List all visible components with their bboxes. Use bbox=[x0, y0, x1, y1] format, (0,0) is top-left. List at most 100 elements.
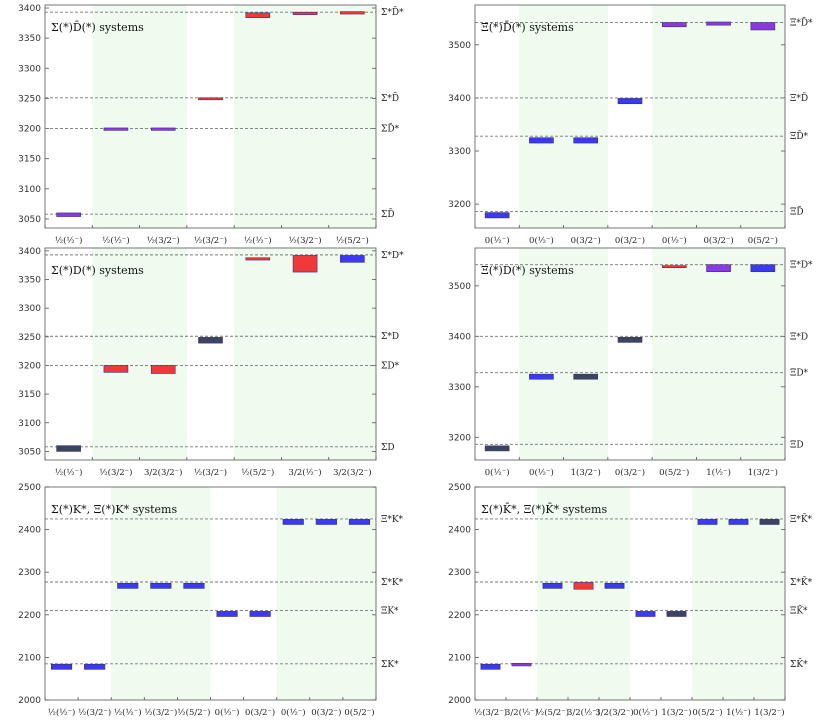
category-label: ½(3/2⁻) bbox=[474, 707, 507, 718]
category-label: 0(3/2⁻) bbox=[245, 707, 275, 718]
mass-bar bbox=[573, 137, 599, 144]
chart-title: Σ(*)K̄*, Ξ(*)K̄* systems bbox=[481, 503, 607, 516]
shaded-region bbox=[111, 487, 211, 700]
mass-bar bbox=[666, 611, 687, 617]
category-label: 1(3/2⁻) bbox=[754, 707, 784, 718]
mass-bar bbox=[216, 611, 238, 617]
mass-bar bbox=[697, 519, 718, 525]
chart-title: Σ(*)D̄(*) systems bbox=[51, 21, 144, 34]
category-label: 1(½⁻) bbox=[706, 467, 731, 478]
y-tick-label: 3300 bbox=[18, 304, 41, 314]
category-label: 0(½⁻) bbox=[529, 235, 554, 246]
category-label: 0(5/2⁻) bbox=[692, 707, 722, 718]
y-tick-label: 3500 bbox=[448, 282, 471, 292]
mass-bar bbox=[198, 97, 223, 101]
chart-panel-4: 3200 3300 3400 3500 Ξ*D* Ξ*D ΞD* ΞD 0(½⁻) 0(½⁻) 1(… bbox=[448, 247, 813, 478]
threshold-label: Σ*D̄* bbox=[381, 7, 404, 19]
chart-title: Σ(*)D(*) systems bbox=[51, 264, 144, 277]
mass-bar bbox=[480, 663, 501, 670]
threshold-label: ΣD̄* bbox=[381, 123, 400, 135]
category-label: ½(½⁻) bbox=[102, 235, 130, 246]
y-tick-label: 3400 bbox=[448, 332, 471, 342]
mass-bar bbox=[617, 337, 643, 343]
y-tick-label: 2200 bbox=[18, 611, 41, 621]
mass-bar bbox=[315, 519, 337, 525]
y-tick-label: 3300 bbox=[448, 383, 471, 393]
y-tick-label: 3200 bbox=[448, 200, 471, 210]
mass-bar bbox=[750, 22, 776, 31]
threshold-label: ΞD̄* bbox=[790, 131, 809, 143]
category-label: 1(3/2⁻) bbox=[571, 467, 601, 478]
shaded-region bbox=[234, 5, 376, 228]
threshold-label: Ξ*K̄* bbox=[790, 513, 813, 525]
mass-bar bbox=[84, 663, 106, 670]
category-label: ½(3/2⁻) bbox=[147, 235, 180, 246]
y-tick-label: 3200 bbox=[18, 125, 41, 135]
y-tick-label: 2400 bbox=[448, 526, 471, 536]
mass-bar bbox=[103, 127, 129, 131]
y-tick-label: 3200 bbox=[448, 433, 471, 443]
mass-bar bbox=[245, 257, 271, 261]
y-tick-label: 3300 bbox=[18, 64, 41, 74]
y-tick-label: 3400 bbox=[18, 4, 41, 14]
category-label: 3/2(½⁻) bbox=[567, 707, 600, 718]
shaded-region bbox=[652, 5, 785, 228]
category-label: ½(5/2⁻) bbox=[177, 707, 210, 718]
shaded-region bbox=[519, 248, 608, 460]
category-label: 1(3/2⁻) bbox=[661, 707, 691, 718]
mass-bar bbox=[103, 365, 129, 373]
threshold-label: Ξ*D* bbox=[790, 261, 813, 271]
mass-bar bbox=[50, 663, 73, 670]
category-label: ½(3/2⁻) bbox=[78, 707, 111, 718]
category-label: ½(½⁻) bbox=[244, 235, 272, 246]
mass-bar bbox=[56, 445, 81, 452]
y-tick-label: 2000 bbox=[18, 696, 41, 706]
y-tick-label: 3100 bbox=[18, 185, 41, 195]
threshold-label: ΣD bbox=[381, 443, 395, 453]
y-tick-label: 3200 bbox=[18, 361, 41, 371]
shaded-region bbox=[537, 487, 630, 700]
mass-bar bbox=[245, 12, 271, 18]
chart-panel-6: 2000 2100 2200 2300 2400 2500 Ξ*K̄* Σ*K̄* ΞK̄* ΣK… bbox=[448, 483, 812, 718]
category-label: 0(½⁻) bbox=[662, 235, 687, 246]
y-tick-label: 3150 bbox=[18, 390, 41, 400]
mass-bar bbox=[529, 137, 554, 144]
category-label: 3/2(½⁻) bbox=[505, 707, 538, 718]
mass-bar bbox=[661, 22, 687, 28]
chart-panel-3: 3050 3100 3150 3200 3250 3300 3350 3400 Σ*D* Σ*D Σ… bbox=[18, 247, 404, 478]
y-tick-label: 2500 bbox=[448, 483, 471, 493]
mass-bar bbox=[117, 582, 139, 589]
shaded-region bbox=[519, 5, 608, 228]
category-label: 0(½⁻) bbox=[281, 707, 306, 718]
chart-panel-1: 3050 3100 3150 3200 3250 3300 3350 3400 Σ*D̄* Σ*D… bbox=[18, 4, 404, 246]
y-tick-label: 3400 bbox=[18, 247, 41, 257]
threshold-label: ΣK* bbox=[381, 660, 399, 670]
category-label: 0(½⁻) bbox=[485, 467, 510, 478]
category-label: 0(3/2⁻) bbox=[615, 235, 645, 246]
shaded-region bbox=[652, 248, 785, 460]
category-label: ½(½⁻) bbox=[114, 707, 142, 718]
y-tick-label: 2000 bbox=[448, 696, 471, 706]
mass-bar bbox=[340, 255, 365, 263]
threshold-label: ΞD* bbox=[790, 369, 809, 379]
y-tick-label: 3250 bbox=[18, 94, 41, 104]
mass-bar bbox=[706, 21, 731, 26]
mass-bar bbox=[706, 264, 731, 273]
category-label: ½(5/2⁻) bbox=[241, 467, 274, 478]
mass-bar bbox=[728, 519, 749, 525]
category-label: ½(5/2⁻) bbox=[336, 235, 369, 246]
shaded-region bbox=[92, 5, 187, 228]
threshold-label: Ξ*D̄* bbox=[790, 17, 813, 29]
y-tick-label: 3150 bbox=[18, 155, 41, 165]
y-tick-label: 3050 bbox=[18, 215, 41, 225]
threshold-label: ΞK̄* bbox=[790, 605, 808, 617]
plot-frame bbox=[474, 247, 786, 461]
threshold-label: ΞD̄ bbox=[790, 206, 804, 218]
mass-bar bbox=[604, 582, 625, 589]
category-label: 0(3/2⁻) bbox=[615, 467, 645, 478]
category-label: 0(½⁻) bbox=[633, 707, 658, 718]
mass-bar bbox=[150, 582, 172, 589]
threshold-label: Σ*K* bbox=[381, 578, 404, 588]
y-tick-label: 2300 bbox=[448, 568, 471, 578]
mass-bar bbox=[484, 445, 510, 452]
